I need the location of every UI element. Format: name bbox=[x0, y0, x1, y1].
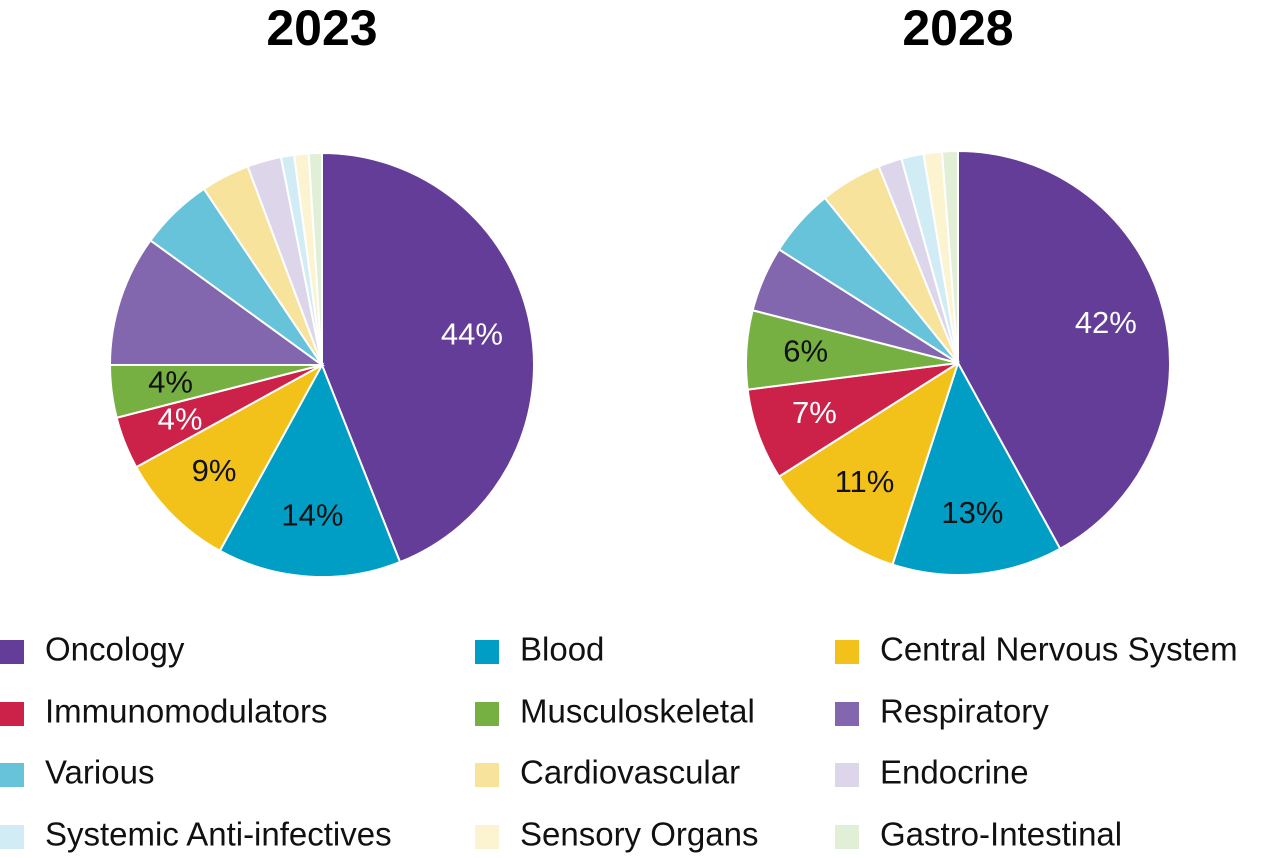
legend-swatch bbox=[0, 640, 24, 664]
value-label: 44% bbox=[441, 317, 503, 352]
legend-swatch bbox=[475, 825, 499, 849]
value-label: 4% bbox=[158, 401, 203, 436]
legend-label: Musculoskeletal bbox=[520, 693, 755, 730]
legend-swatch bbox=[475, 702, 499, 726]
legend-label: Sensory Organs bbox=[520, 816, 758, 853]
legend-swatch bbox=[0, 702, 24, 726]
pie-slice bbox=[957, 149, 1171, 551]
legend-label: Respiratory bbox=[880, 693, 1049, 730]
legend-swatch bbox=[475, 763, 499, 787]
legend-swatch bbox=[835, 640, 859, 664]
pie-slice bbox=[777, 360, 960, 566]
legend-label: Blood bbox=[520, 631, 604, 668]
legend-label: Immunomodulators bbox=[45, 693, 327, 730]
legend-label: Central Nervous System bbox=[880, 631, 1238, 668]
pie-slice bbox=[940, 149, 959, 364]
value-label: 13% bbox=[941, 495, 1003, 530]
legend-label: Systemic Anti-infectives bbox=[45, 816, 392, 853]
legend-label: Oncology bbox=[45, 631, 185, 668]
legend-label: Various bbox=[45, 754, 154, 791]
legend-swatch bbox=[0, 763, 24, 787]
pie-slice bbox=[891, 360, 1062, 576]
legend-swatch bbox=[0, 825, 24, 849]
legend-swatch bbox=[475, 640, 499, 664]
legend-swatch bbox=[835, 825, 859, 849]
pie-slice bbox=[108, 238, 326, 366]
value-label: 6% bbox=[783, 334, 828, 369]
legend-label: Endocrine bbox=[880, 754, 1029, 791]
legend-swatch bbox=[835, 763, 859, 787]
value-label: 11% bbox=[835, 464, 895, 499]
value-label: 9% bbox=[192, 453, 237, 488]
legend-label: Cardiovascular bbox=[520, 754, 740, 791]
legend-label: Gastro-Intestinal bbox=[880, 816, 1122, 853]
chart-title: 2028 bbox=[902, 0, 1013, 56]
legend-swatch bbox=[835, 702, 859, 726]
pie-slice bbox=[307, 151, 323, 366]
value-label: 4% bbox=[148, 364, 193, 399]
value-label: 7% bbox=[792, 395, 837, 430]
pie-slice bbox=[321, 151, 535, 564]
pie-slice bbox=[134, 362, 325, 553]
pie-slice bbox=[218, 362, 402, 578]
value-label: 42% bbox=[1075, 305, 1137, 340]
value-label: 14% bbox=[281, 498, 343, 533]
chart-title: 2023 bbox=[266, 0, 377, 56]
